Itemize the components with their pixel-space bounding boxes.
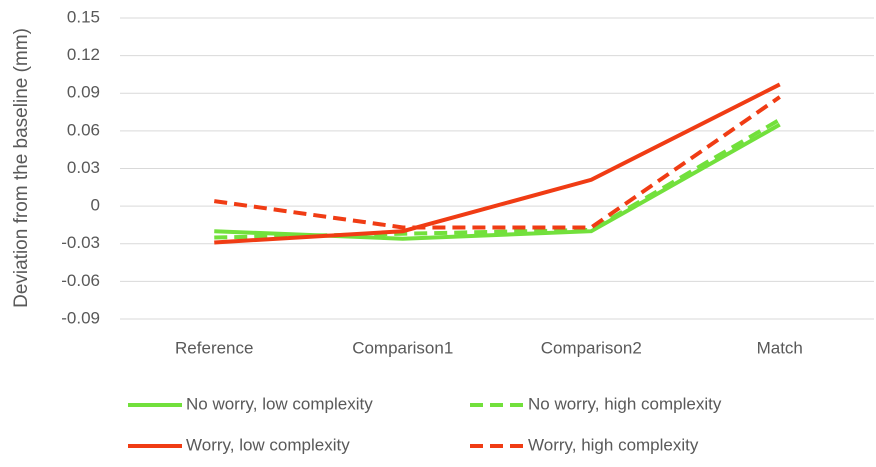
series-line [214,122,781,241]
series-line [214,82,781,245]
y-tick-label: 0.12 [67,45,100,64]
x-tick-label: Match [757,338,803,357]
series-line [214,117,781,240]
legend-label: Worry, high complexity [528,435,699,454]
y-tick-label: -0.03 [61,233,100,252]
y-tick-label: 0.15 [67,7,100,26]
y-tick-label: -0.09 [61,308,100,327]
series-line [213,95,781,230]
x-tick-label: Comparison2 [541,338,642,357]
y-tick-label: 0.06 [67,120,100,139]
legend-label: No worry, high complexity [528,394,722,413]
legend-label: Worry, low complexity [186,435,350,454]
y-tick-label: 0.03 [67,158,100,177]
x-tick-label: Reference [175,338,253,357]
y-tick-label: -0.06 [61,271,100,290]
legend-label: No worry, low complexity [186,394,373,413]
x-tick-label: Comparison1 [352,338,453,357]
y-axis-label: Deviation from the baseline (mm) [11,28,32,308]
y-tick-label: 0.09 [67,83,100,102]
y-tick-label: 0 [91,196,100,215]
